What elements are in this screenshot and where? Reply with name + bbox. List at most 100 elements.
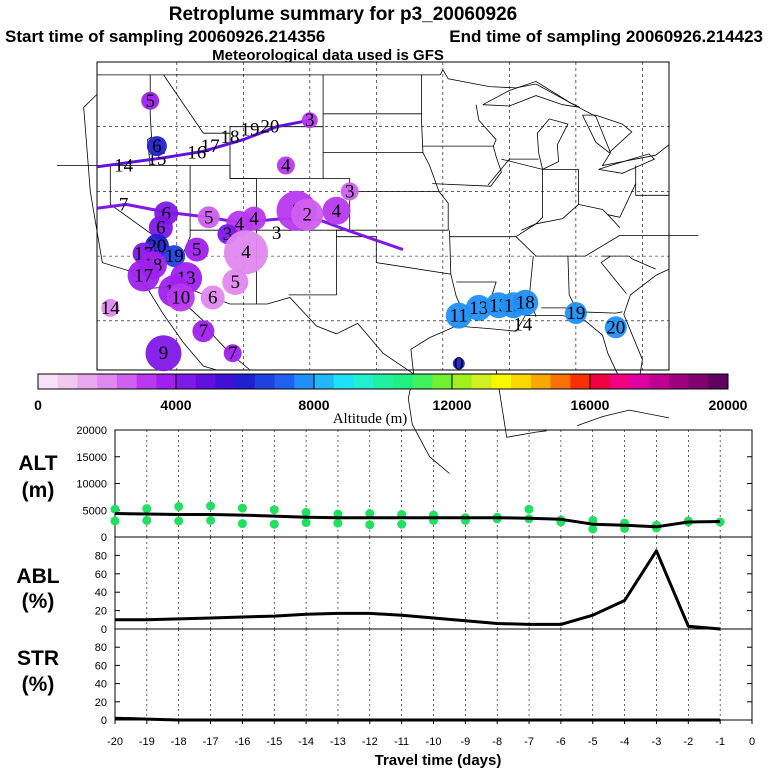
marker-label: 6 (208, 288, 218, 309)
x-tick-label: -5 (588, 736, 598, 748)
y-tick-label: 80 (95, 550, 107, 562)
x-tick-label: -13 (330, 736, 346, 748)
map-marker: 16 (187, 143, 206, 164)
colorbar-cell (136, 374, 157, 389)
marker-label: 2 (302, 205, 312, 226)
y-tick-label: 60 (95, 569, 107, 581)
altitude-point (365, 509, 375, 518)
colorbar-cell (412, 374, 433, 389)
marker-label: 6 (161, 203, 171, 224)
y-tick-label: 10000 (76, 479, 107, 491)
marker-label: 5 (145, 91, 155, 112)
map-marker: 13 (465, 294, 492, 321)
marker-label: 14 (114, 156, 134, 177)
colorbar-cell (471, 374, 492, 389)
y-tick-label: 20 (95, 697, 107, 709)
x-tick-label: -17 (203, 736, 219, 748)
y-tick-label: 15000 (76, 452, 107, 464)
x-tick-label: -6 (556, 736, 566, 748)
colorbar-cell (550, 374, 571, 389)
colorbar-tick: 16000 (571, 397, 610, 413)
map-marker: 5 (184, 237, 209, 262)
marker-label: 5 (231, 272, 241, 293)
y-tick-label: 40 (95, 587, 107, 599)
altitude-point (142, 504, 152, 514)
marker-label: 19 (165, 246, 184, 267)
map-marker: 10 (166, 283, 195, 312)
marker-label: 7 (228, 343, 238, 364)
colorbar-cell (294, 374, 315, 389)
colorbar-cell (609, 374, 630, 389)
map-marker: 18 (512, 289, 539, 316)
altitude-point (524, 504, 534, 514)
altitude-point (206, 501, 216, 511)
altitude-point (397, 519, 407, 529)
colorbar-cell (195, 374, 216, 389)
marker-label: 16 (187, 143, 206, 164)
marker-label: 17 (134, 266, 153, 287)
marker-label: 4 (281, 156, 291, 177)
marker-dot (184, 237, 209, 262)
marker-dot (146, 136, 167, 157)
map-markers: 1415161718192035643765443243362017195418… (101, 91, 627, 375)
altitude-point (588, 524, 598, 534)
marker-label: 7 (119, 194, 129, 215)
marker-label: 4 (249, 209, 259, 230)
map-marker: 18 (221, 127, 240, 148)
alt-panel: 0 5000 10000 15000 20000 ALT (m) (18, 425, 753, 544)
colorbar-cell (570, 374, 591, 389)
x-tick-label: -2 (683, 736, 693, 748)
map-marker: 14 (513, 315, 533, 336)
map-marker: 9 (145, 335, 182, 372)
x-tick-label: -14 (298, 736, 314, 748)
altitude-point (269, 519, 279, 529)
lake-erie (598, 153, 656, 174)
y-tick-label: 0 (101, 715, 107, 727)
marker-label: 11 (450, 306, 468, 327)
marker-label: 6 (152, 136, 162, 157)
state-line (600, 255, 627, 294)
marker-dot (148, 215, 173, 240)
marker-label: 9 (159, 343, 169, 364)
y-tick-label: 40 (95, 679, 107, 691)
colorbar-cell (353, 374, 374, 389)
colorbar-cell (176, 374, 197, 389)
map-borders (57, 68, 699, 474)
altitude-point (110, 516, 120, 526)
colorbar-cell (314, 374, 335, 389)
x-tick-label: -3 (652, 736, 662, 748)
lake-huron (582, 114, 633, 154)
altitude-point (174, 516, 184, 526)
abl-series-line (115, 549, 721, 631)
altitude-point (237, 519, 247, 529)
time-series-panels: 05000100001500020000ALT(m)020406080ABL(%… (16, 425, 755, 748)
mexico-coast (407, 373, 450, 474)
chart-title: Retroplume summary for p3_20060926 (169, 4, 518, 25)
marker-label: 20 (260, 117, 279, 138)
met-data-label: Meteorological data used is GFS (212, 47, 444, 64)
marker-label: 5 (192, 240, 202, 261)
colorbar-cell (333, 374, 354, 389)
state-line (501, 158, 543, 231)
map-marker: 17 (127, 259, 160, 292)
marker-dot (101, 298, 120, 317)
marker-label: 18 (516, 293, 535, 314)
state-line (323, 113, 424, 153)
state-line (422, 145, 502, 187)
colorbar-tick: 12000 (433, 397, 472, 413)
marker-label: 18 (221, 127, 240, 148)
panel-unit: (m) (22, 479, 55, 502)
x-tick-label: -12 (362, 736, 378, 748)
colorbar-cell (629, 374, 650, 389)
marker-dot (224, 230, 268, 275)
marker-label: 3 (305, 110, 315, 131)
marker-label: 0 (454, 354, 464, 375)
marker-label: 13 (469, 298, 488, 319)
marker-dot (340, 182, 359, 201)
colorbar-cell (530, 374, 551, 389)
marker-label: 17 (201, 136, 220, 157)
trajectory-track-north (96, 118, 311, 169)
colorbar-tick: 4000 (160, 397, 191, 413)
map-marker: 7 (223, 343, 242, 364)
marker-label: 10 (171, 288, 190, 309)
